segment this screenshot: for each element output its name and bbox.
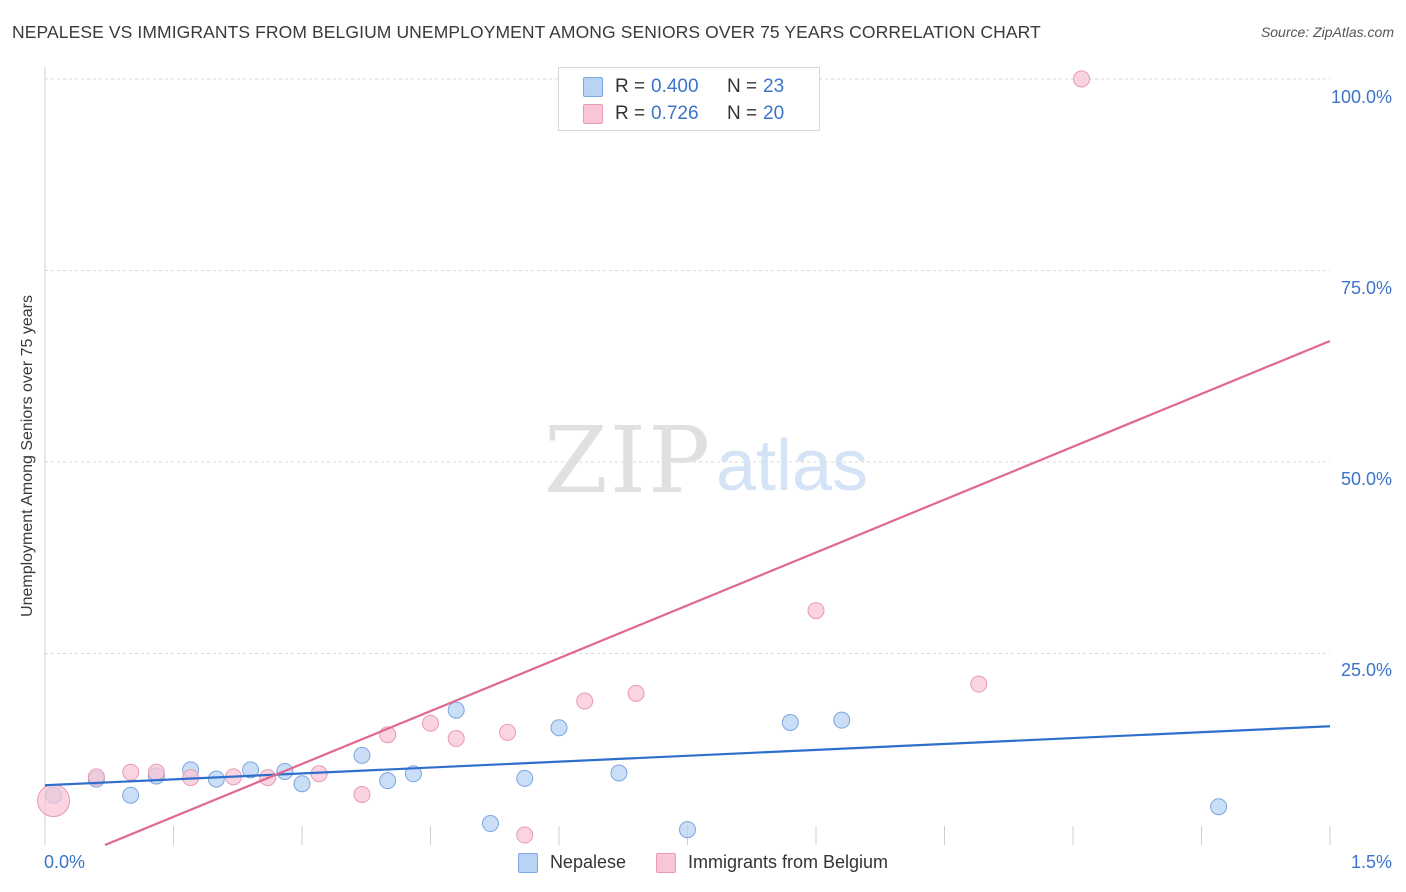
point-nepalese	[404, 765, 422, 783]
chart-title: NEPALESE VS IMMIGRANTS FROM BELGIUM UNEM…	[12, 22, 1041, 42]
point-belgium	[499, 723, 517, 741]
y-tick-25: 25.0%	[1340, 660, 1392, 680]
point-nepalese	[122, 786, 140, 804]
r-value: 0.400	[651, 76, 699, 97]
point-nepalese	[447, 701, 465, 719]
point-nepalese	[293, 775, 311, 793]
point-nepalese	[516, 769, 534, 787]
point-belgium	[353, 785, 371, 803]
n-label: N =	[727, 76, 758, 97]
r-label: R =	[615, 76, 646, 97]
point-nepalese	[1210, 798, 1228, 816]
point-belgium	[422, 714, 439, 732]
r-value: 0.726	[651, 103, 699, 124]
point-belgium	[1073, 70, 1091, 88]
point-nepalese	[353, 746, 371, 764]
point-nepalese	[379, 772, 397, 790]
regression-lines	[44, 339, 1331, 847]
point-belgium	[447, 730, 465, 748]
n-value: 20	[763, 103, 785, 124]
stats-legend: R = 0.400 N = 23 R = 0.726 N = 20	[558, 67, 820, 131]
point-belgium	[627, 684, 645, 702]
stats-row-belgium: R = 0.726 N = 20	[583, 102, 784, 126]
y-tick-75: 75.0%	[1340, 278, 1392, 298]
legend-label-belgium: Immigrants from Belgium	[688, 852, 889, 872]
nepalese-swatch	[583, 77, 603, 97]
legend-item-belgium: Immigrants from Belgium	[656, 852, 888, 873]
point-nepalese	[207, 770, 225, 788]
point-nepalese	[481, 815, 499, 833]
point-belgium	[516, 826, 534, 844]
x-tick-min: 0.0%	[44, 852, 86, 872]
point-belgium	[970, 675, 988, 693]
r-label: R =	[615, 103, 646, 124]
point-nepalese	[833, 711, 851, 729]
point-belgium	[576, 692, 594, 710]
y-tick-50: 50.0%	[1340, 469, 1392, 489]
legend-label-nepalese: Nepalese	[549, 852, 626, 872]
y-tick-100: 100.0%	[1330, 87, 1392, 107]
watermark: ZIP atlas	[544, 407, 868, 514]
source-credit: Source: ZipAtlas.com	[1260, 24, 1394, 40]
n-label: N =	[727, 103, 758, 124]
series-nepalese-points	[45, 701, 1228, 839]
point-nepalese	[550, 719, 568, 737]
point-nepalese	[242, 761, 260, 779]
point-nepalese	[610, 764, 628, 782]
series-belgium-points	[37, 70, 1091, 844]
stats-row-nepalese: R = 0.400 N = 23	[583, 75, 784, 99]
point-nepalese	[679, 821, 696, 839]
watermark-atlas: atlas	[716, 426, 868, 506]
belgium-legend-swatch	[656, 852, 676, 873]
legend-item-nepalese: Nepalese	[517, 852, 626, 873]
point-nepalese	[781, 713, 799, 731]
n-value: 23	[763, 76, 785, 97]
belgium-swatch	[583, 104, 603, 124]
series-legend: Nepalese Immigrants from Belgium	[0, 852, 1406, 873]
regression-line-nepalese	[44, 725, 1331, 787]
regression-line-belgium	[104, 339, 1331, 847]
watermark-zip: ZIP	[544, 407, 712, 514]
point-belgium	[147, 763, 165, 781]
point-belgium	[122, 763, 140, 781]
point-belgium	[807, 602, 825, 620]
x-tick-max: 1.5%	[1350, 852, 1392, 872]
grid-lines	[45, 78, 1330, 654]
point-belgium	[37, 784, 71, 818]
point-belgium	[87, 768, 105, 786]
nepalese-legend-swatch	[517, 852, 538, 873]
